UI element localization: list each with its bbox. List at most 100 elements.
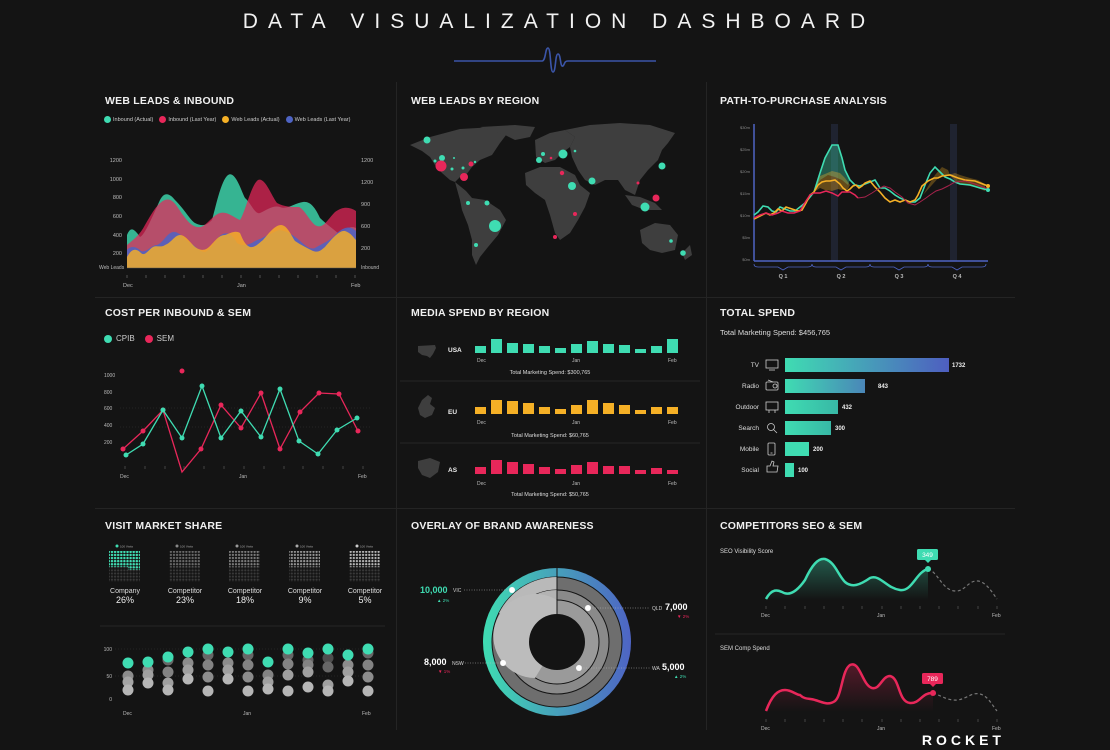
radio-icon	[765, 381, 779, 391]
svg-text:Company: Company	[110, 588, 140, 595]
svg-text:9%: 9%	[298, 595, 311, 605]
svg-text:Jan: Jan	[237, 283, 246, 289]
legend-item[interactable]: Inbound (Last Year)	[159, 116, 216, 123]
bar-value: 300	[835, 426, 846, 432]
legend-item[interactable]: Web Leads (Actual)	[222, 116, 280, 123]
svg-text:Feb: Feb	[351, 283, 360, 289]
panel-title: MEDIA SPEND BY REGION	[411, 307, 550, 319]
panel-title: OVERLAY OF BRAND AWARENESS	[411, 520, 594, 532]
region-label: AS	[448, 467, 458, 474]
legend-item[interactable]: SEM	[144, 334, 175, 343]
page-title: DATA VISUALIZATION DASHBOARD	[242, 10, 876, 33]
svg-text:QLD: QLD	[652, 606, 663, 612]
svg-text:800: 800	[113, 195, 122, 201]
svg-text:Dec: Dec	[123, 711, 132, 717]
legend-item[interactable]: CPIB	[104, 334, 135, 343]
sem-value-badge: 789	[927, 676, 938, 683]
svg-text:Q 4: Q 4	[953, 274, 963, 280]
seo-label: SEO Visibility Score	[720, 549, 774, 555]
panel-title: WEB LEADS BY REGION	[411, 95, 540, 107]
svg-text:1200: 1200	[110, 158, 122, 164]
svg-text:Dec: Dec	[477, 358, 486, 364]
svg-text:Jan: Jan	[572, 481, 580, 487]
region-label: USA	[448, 347, 462, 354]
svg-text:Competitor: Competitor	[168, 588, 203, 595]
svg-text:Dec: Dec	[477, 420, 486, 426]
world-map[interactable]	[400, 85, 700, 285]
svg-text:$10m: $10m	[740, 213, 751, 218]
svg-text:7,000: 7,000	[665, 602, 688, 612]
svg-text:1200: 1200	[361, 180, 373, 186]
svg-text:100 Visits: 100 Visits	[360, 545, 373, 549]
svg-text:Dec: Dec	[477, 481, 486, 487]
bar-label: Radio	[742, 383, 759, 390]
billboard-icon	[765, 401, 779, 411]
svg-text:Jan: Jan	[877, 613, 885, 619]
svg-text:Jan: Jan	[877, 726, 885, 730]
seo-value-badge: 349	[922, 552, 933, 559]
svg-text:$0m: $0m	[742, 257, 750, 262]
panel-title: WEB LEADS & INBOUND	[105, 95, 235, 107]
region-total: Total Marketing Spend: $50,765	[511, 492, 589, 498]
legend-label: Inbound (Last Year)	[168, 116, 217, 123]
panel-web-leads-inbound: WEB LEADS & INBOUND Inbound (Actual) Inb…	[95, 85, 380, 295]
region-label: EU	[448, 409, 457, 416]
svg-text:Competitor: Competitor	[348, 588, 383, 595]
svg-text:800: 800	[104, 390, 113, 396]
svg-text:▼ 2%: ▼ 2%	[677, 614, 689, 619]
region-total: Total Marketing Spend: $300,765	[510, 370, 591, 376]
svg-text:Feb: Feb	[358, 474, 367, 480]
svg-text:1000: 1000	[104, 373, 115, 379]
bar-label: TV	[751, 362, 760, 369]
legend-label: Web Leads (Last Year)	[294, 116, 351, 123]
panel-title: TOTAL SPEND	[720, 307, 796, 319]
divider	[95, 297, 1015, 298]
svg-text:Competitor: Competitor	[288, 588, 323, 595]
legend-item[interactable]: Web Leads (Last Year)	[285, 116, 351, 123]
svg-text:50: 50	[106, 674, 112, 680]
svg-text:26%: 26%	[116, 595, 134, 605]
title-wave-divider	[454, 47, 656, 73]
svg-text:WA: WA	[652, 666, 661, 672]
svg-text:Jan: Jan	[239, 474, 247, 480]
svg-text:200: 200	[104, 440, 113, 446]
bar-value: 200	[813, 447, 824, 453]
svg-text:23%: 23%	[176, 595, 194, 605]
legend-label: CPIB	[116, 334, 135, 343]
svg-text:Dec: Dec	[120, 474, 129, 480]
panel-title: VISIT MARKET SHARE	[105, 520, 223, 532]
divider	[706, 82, 707, 730]
line-chart: $30m $25m $20m $15m $10m $5m $0m Q 1 Q 2 Q 3 Q 4	[740, 124, 990, 280]
tv-icon	[765, 359, 779, 369]
legend-label: SEM	[156, 334, 175, 343]
legend-item[interactable]: Inbound (Actual)	[104, 116, 153, 123]
svg-text:Feb: Feb	[668, 420, 677, 426]
legend-dot-icon	[144, 334, 153, 343]
bar-value: 843	[878, 384, 889, 390]
spline-charts: 349 Dec Jan Feb 789 Dec Jan Feb	[715, 549, 1005, 730]
panel-visit-market-share: VISIT MARKET SHARE 100 Visits 100 Visits…	[95, 510, 395, 730]
legend-dot-icon	[285, 116, 293, 123]
svg-text:Jan: Jan	[572, 358, 580, 364]
panel-title: PATH-TO-PURCHASE ANALYSIS	[720, 95, 887, 107]
asia-map-icon	[418, 458, 440, 478]
svg-text:Feb: Feb	[362, 711, 371, 717]
thumbs-up-icon	[766, 460, 779, 473]
svg-text:100: 100	[104, 647, 113, 653]
svg-text:8,000: 8,000	[424, 657, 447, 667]
legend-dot-icon	[104, 334, 112, 343]
y-axis-label-right: Inbound	[361, 265, 379, 271]
usa-map-icon	[418, 345, 436, 358]
panel-competitors: COMPETITORS SEO & SEM SEO Visibility Sco…	[710, 510, 1010, 730]
svg-text:$25m: $25m	[740, 147, 751, 152]
bar-value: 100	[798, 468, 809, 474]
panel-media-spend: MEDIA SPEND BY REGION USA Dec Jan Feb Tota…	[400, 300, 700, 505]
bar-label: Social	[741, 467, 759, 474]
svg-text:▲ 2%: ▲ 2%	[674, 674, 686, 679]
svg-text:$20m: $20m	[740, 169, 751, 174]
svg-text:▼ 1%: ▼ 1%	[438, 669, 450, 674]
svg-text:Feb: Feb	[992, 726, 1001, 730]
svg-text:Q 2: Q 2	[837, 274, 846, 280]
svg-text:$5m: $5m	[742, 235, 750, 240]
sem-label: SEM Comp Spend	[720, 646, 770, 652]
